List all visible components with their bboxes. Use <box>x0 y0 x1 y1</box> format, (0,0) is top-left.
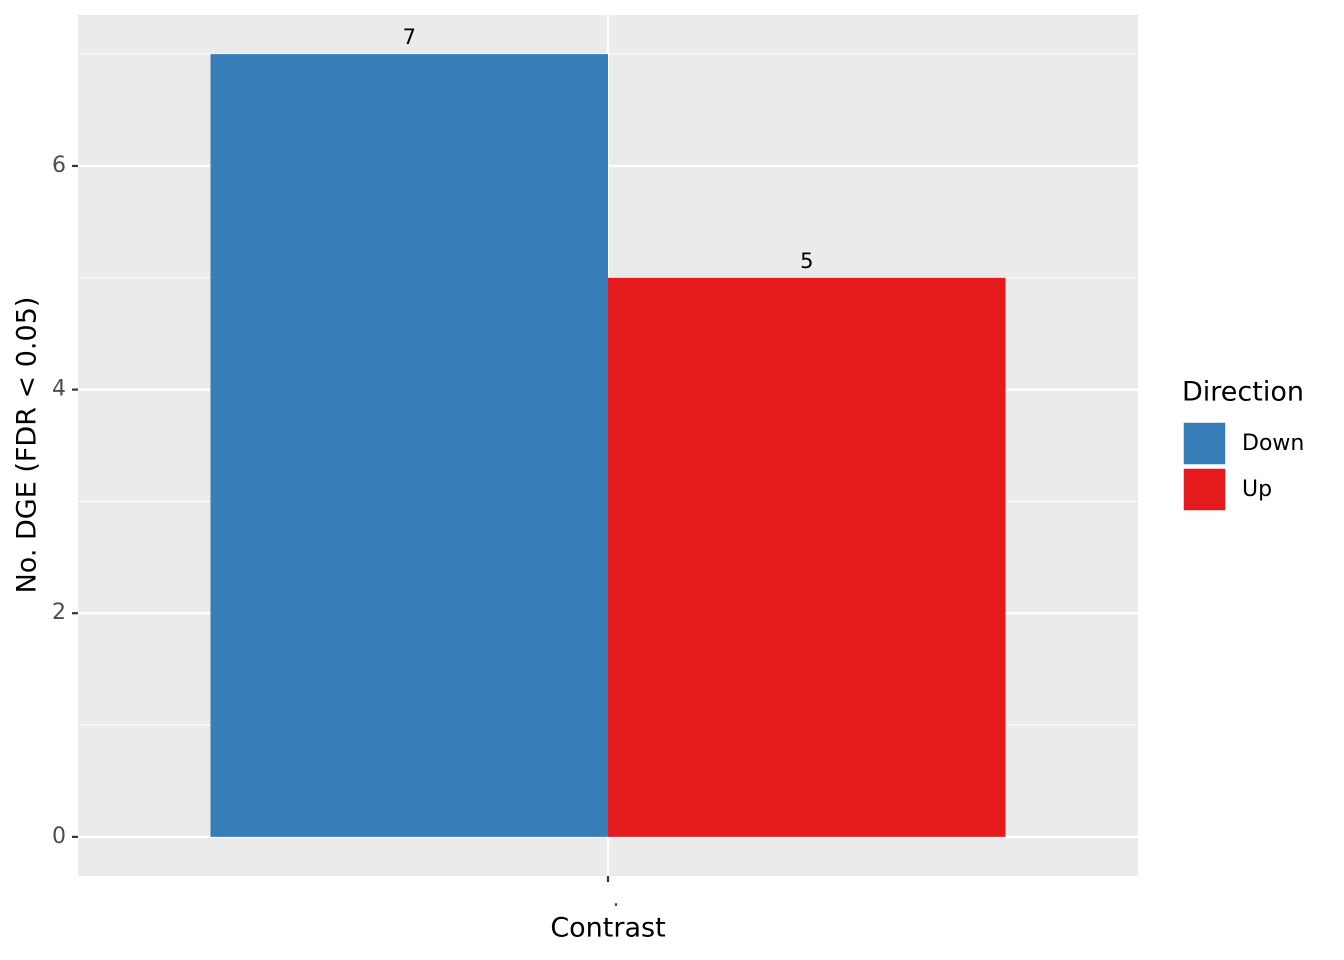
bar <box>608 277 1006 837</box>
legend-title: Direction <box>1182 377 1304 408</box>
bar <box>210 54 608 837</box>
y-tick-label: 6 <box>52 153 66 178</box>
value-label: 5 <box>800 249 813 273</box>
legend-key <box>1182 467 1227 512</box>
y-tick-label: 2 <box>52 600 66 625</box>
value-label: 7 <box>403 25 416 49</box>
legend-label: Up <box>1242 477 1272 502</box>
y-tick-label: 0 <box>52 824 66 849</box>
legend-label: Down <box>1242 431 1304 456</box>
x-axis-title: Contrast <box>550 913 665 944</box>
legend-key <box>1182 421 1227 466</box>
y-tick-label: 4 <box>52 377 66 402</box>
y-axis-title: No. DGE (FDR < 0.05) <box>12 297 43 594</box>
x-tick-label: . <box>613 887 620 912</box>
